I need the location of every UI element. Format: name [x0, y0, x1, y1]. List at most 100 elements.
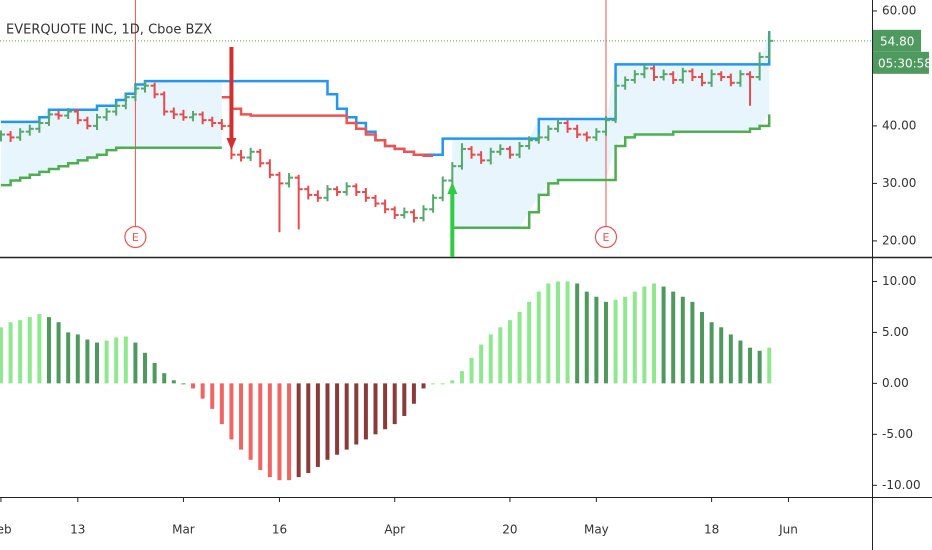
y-tick-label: 0.00 [882, 376, 909, 390]
histogram-bar [66, 332, 71, 384]
histogram-bar [296, 383, 301, 478]
histogram-bar [85, 339, 90, 384]
histogram-bar [488, 334, 493, 384]
histogram-bar [517, 312, 522, 384]
x-tick-label: 20 [502, 523, 517, 537]
histogram-bar [37, 314, 42, 384]
histogram-bar [700, 312, 705, 384]
histogram-bar [603, 301, 608, 384]
histogram-bar [287, 383, 292, 481]
histogram-bar [709, 322, 714, 384]
histogram-bar [248, 383, 253, 460]
x-tick-label: 16 [272, 523, 287, 537]
histogram-bar [344, 383, 349, 450]
y-tick-label: -10.00 [882, 478, 921, 492]
y-tick-label: 40.00 [882, 118, 916, 132]
histogram-bar [392, 383, 397, 425]
histogram-bar [459, 371, 464, 384]
histogram-bar [315, 383, 320, 467]
histogram-bar [690, 301, 695, 384]
histogram-bar [239, 383, 244, 450]
earnings-marker [124, 225, 147, 249]
buy-arrowhead [447, 182, 458, 194]
histogram-bar [411, 383, 416, 404]
histogram-bar [671, 291, 676, 384]
histogram-bar [680, 296, 685, 384]
histogram-bar [469, 357, 474, 384]
x-tick-label: 18 [704, 523, 719, 537]
histogram-bar [171, 380, 176, 384]
histogram-bar [421, 383, 426, 389]
histogram-bar [46, 317, 51, 384]
channel-line [1, 31, 771, 156]
histogram-bar [94, 342, 99, 384]
histogram-bar [738, 340, 743, 384]
histogram-bar [402, 383, 407, 416]
histogram-bar [613, 299, 618, 384]
histogram-bar [335, 383, 340, 455]
histogram-bar [440, 383, 445, 385]
histogram-bar [325, 383, 330, 460]
histogram-bar [728, 334, 733, 384]
x-tick-label: 13 [70, 523, 85, 537]
x-tick-label: Jun [778, 523, 798, 537]
histogram-bar [8, 322, 13, 384]
histogram-bar [594, 296, 599, 384]
histogram-bar [748, 347, 753, 384]
histogram-bar [623, 296, 628, 384]
histogram-bar [642, 286, 647, 384]
plot: 20.0030.0040.0050.0060.00EE54.8005:30:58… [0, 0, 932, 537]
histogram-bar [363, 383, 368, 440]
histogram-bar [152, 362, 157, 384]
x-tick-label: May [584, 523, 609, 537]
x-tick-label: Apr [384, 523, 405, 537]
histogram-bar [277, 383, 282, 481]
histogram-bar [431, 383, 436, 385]
y-tick-label: 10.00 [882, 274, 916, 288]
countdown-tag [873, 51, 929, 74]
histogram-bar [354, 383, 359, 445]
price-tag-label: 54.80 [880, 34, 914, 48]
histogram-bar [267, 383, 272, 478]
histogram-bar [143, 352, 148, 384]
histogram-bar [575, 283, 580, 384]
histogram-bar [719, 327, 724, 384]
histogram-bar [191, 383, 196, 389]
histogram-bar [498, 327, 503, 384]
price-tag [873, 29, 921, 52]
histogram-bar [555, 281, 560, 384]
histogram-bar [565, 281, 570, 384]
histogram-bar [450, 380, 455, 384]
histogram-bar [114, 337, 119, 384]
y-tick-label: 30.00 [882, 176, 916, 190]
histogram-bar [123, 336, 128, 384]
histogram-bar [133, 342, 138, 384]
sell-arrowhead [226, 138, 237, 150]
histogram-bar [383, 383, 388, 430]
histogram-bar [306, 383, 311, 474]
y-tick-label: 5.00 [882, 325, 909, 339]
histogram-bar [258, 383, 263, 470]
histogram-bar [479, 344, 484, 384]
y-tick-label: -5.00 [882, 427, 913, 441]
histogram-bar [373, 383, 378, 435]
histogram-bar [507, 320, 512, 384]
earnings-marker [594, 225, 618, 249]
histogram-bar [767, 347, 772, 384]
histogram-bar [0, 327, 3, 384]
histogram-bar [757, 350, 762, 384]
histogram-bar [229, 383, 234, 440]
histogram-bar [527, 301, 532, 384]
histogram-bar [536, 291, 541, 384]
y-tick-label: 20.00 [882, 233, 916, 247]
histogram-bar [661, 286, 666, 384]
histogram-bar [162, 373, 167, 384]
countdown-label: 05:30:58 [878, 56, 932, 70]
histogram-bar [104, 340, 109, 384]
histogram-bar [210, 383, 215, 409]
histogram-bar [56, 322, 61, 384]
histogram-bar [652, 283, 656, 384]
chart-title: EVERQUOTE INC, 1D, Cboe BZX [6, 23, 212, 38]
